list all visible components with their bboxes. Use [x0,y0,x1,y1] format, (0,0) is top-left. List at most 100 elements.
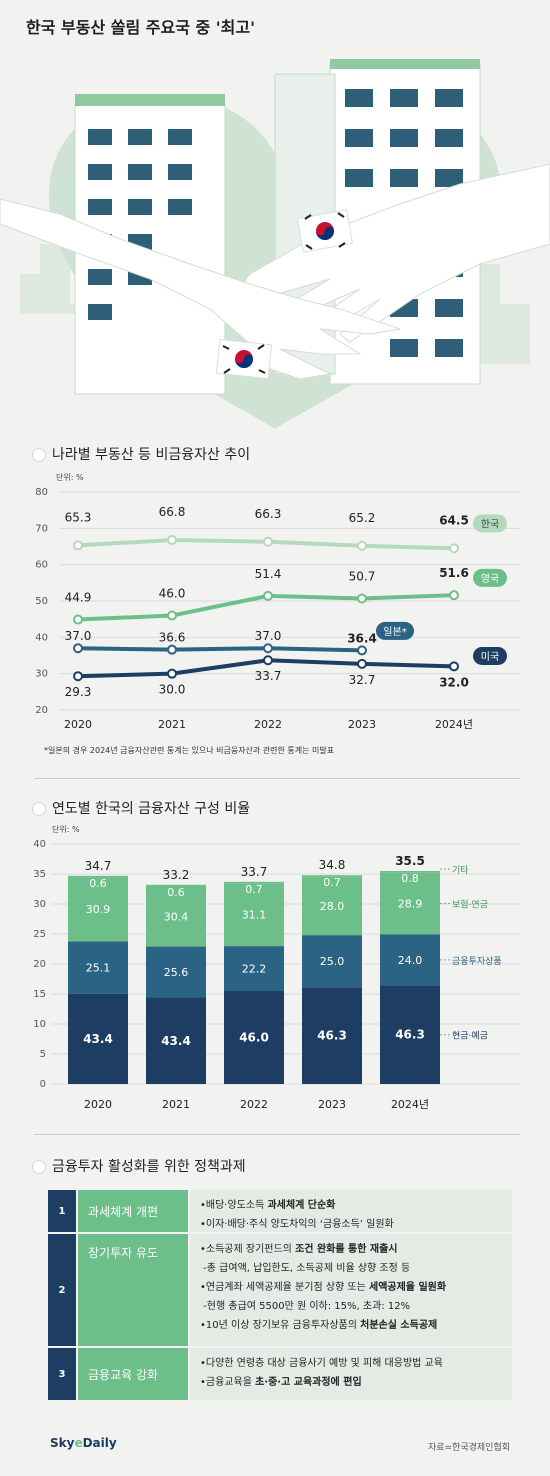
data-point [357,593,367,604]
bar-value-label: 43.4 [83,1032,113,1046]
bar-value-label: 43.4 [161,1034,191,1048]
bar-value-label: 0.8 [401,872,419,885]
bar-segment-기타 [146,884,206,886]
bar-value-label: 31.1 [242,909,267,922]
section-bullet-icon [32,1160,46,1174]
data-point [73,643,83,654]
data-point [263,590,273,601]
data-point [73,614,83,625]
data-label: 65.2 [349,511,376,525]
bar-value-label: 25.6 [164,966,189,979]
x-tick-label: 2023 [318,1098,346,1111]
bar-value-label: 28.0 [320,900,345,913]
legend-tag [376,621,414,640]
bar-value-label: 24.0 [398,954,423,967]
bar-total-label: 33.2 [163,868,190,882]
legend-tag-label: 미국 [481,651,499,663]
data-point [263,536,273,547]
legend-label: 보험·연금 [452,899,488,910]
data-point [167,610,177,621]
y-tick-label: 10 [33,1019,46,1030]
data-label: 66.3 [255,507,282,521]
page-title: 한국 부동산 쏠림 주요국 중 '최고' [26,18,256,37]
data-point [167,534,177,545]
bar-value-label: 25.1 [86,962,111,975]
data-label: 29.3 [65,685,92,699]
bar-chart-unit: 단위: % [52,825,80,834]
policy-name: 장기투자 유도 [76,1234,188,1346]
bar-value-label: 46.3 [395,1028,425,1042]
data-label: 36.6 [159,631,186,645]
x-tick-label: 2024년 [435,718,473,731]
bar-segment-금융투자상품 [302,935,362,988]
data-source: 자료=한국경제인협회 [427,1443,510,1453]
data-label: 65.3 [65,510,92,524]
data-label: 37.0 [255,629,282,643]
x-tick-label: 2021 [162,1098,190,1111]
data-label: 51.6 [439,566,469,580]
bar-total-label: 35.5 [395,854,425,868]
policy-name: 과세체계 개편 [76,1190,188,1232]
y-tick-label: 5 [40,1049,46,1060]
data-label: 51.4 [255,567,282,581]
bar-segment-금융투자상품 [146,946,206,998]
data-label: 44.9 [65,591,92,605]
skydaily-logo: SkyeDaily [50,1436,117,1450]
x-tick-label: 2020 [84,1098,112,1111]
y-tick-label: 40 [35,632,48,643]
x-tick-label: 2020 [64,718,92,731]
y-tick-label: 30 [33,899,46,910]
korean-flag-icon [296,209,354,253]
x-tick-label: 2022 [254,718,282,731]
bar-value-label: 25.0 [320,955,345,968]
x-tick-label: 2024년 [391,1098,429,1111]
data-label: 30.0 [159,683,186,697]
section-divider [34,1134,520,1135]
policy-number: 1 [48,1190,76,1232]
policy-description: •소득공제 장기펀드의 조건 완화를 통한 재출시 -총 급여액, 납입한도, … [188,1234,512,1346]
policy-table-title: 금융투자 활성화를 위한 정책과제 [52,1159,246,1175]
legend-tag-label: 영국 [481,573,499,585]
line-chart-title: 나라별 부동산 등 비금융자산 추이 [52,447,251,463]
bar-value-label: 0.7 [323,876,341,889]
bar-segment-현금·예금 [302,987,362,1084]
data-point [167,668,177,679]
bar-segment-기타 [302,875,362,877]
line-chart-unit: 단위: % [56,473,84,482]
korean-flag-icon [215,338,273,380]
section-divider [34,778,520,779]
data-point [449,590,459,601]
data-label: 32.0 [439,675,469,689]
hero-illustration: 102 [0,44,550,434]
bar-value-label: 46.3 [317,1029,347,1043]
bar-value-label: 0.6 [167,886,185,899]
y-tick-label: 80 [35,487,48,498]
section-bullet-icon [32,802,46,816]
data-point [357,658,367,669]
bar-segment-보험·연금 [302,876,362,936]
policy-description: •배당·양도소득 과세체계 단순화 •이자·배당·주식 양도차익의 ‘금융소득’… [188,1190,512,1232]
bar-value-label: 0.7 [245,883,263,896]
bar-segment-기타 [380,871,440,873]
data-label: 32.7 [349,673,376,687]
y-tick-label: 60 [35,560,48,571]
y-tick-label: 20 [33,959,46,970]
bar-segment-기타 [68,875,128,878]
policy-row: 3 금융교육 강화 •다양한 연령층 대상 금융사기 예방 및 피해 대응방법 … [48,1348,512,1402]
data-label: 50.7 [349,569,376,583]
bar-total-label: 34.7 [85,859,112,873]
data-point [357,540,367,551]
y-tick-label: 70 [35,523,48,534]
policy-name: 금융교육 강화 [76,1348,188,1400]
legend-tag [473,514,507,533]
data-label: 33.7 [255,669,282,683]
y-tick-label: 0 [40,1079,46,1090]
legend-tag [473,646,507,665]
bar-value-label: 22.2 [242,963,267,976]
data-label: 37.0 [65,629,92,643]
bar-total-label: 33.7 [241,865,268,879]
y-tick-label: 30 [35,669,48,680]
apartment-left [74,94,226,395]
line-chart: 20 30 40 50 60 70 80 2020 2021 2022 2023 2024년 65.3 6… [35,487,520,731]
